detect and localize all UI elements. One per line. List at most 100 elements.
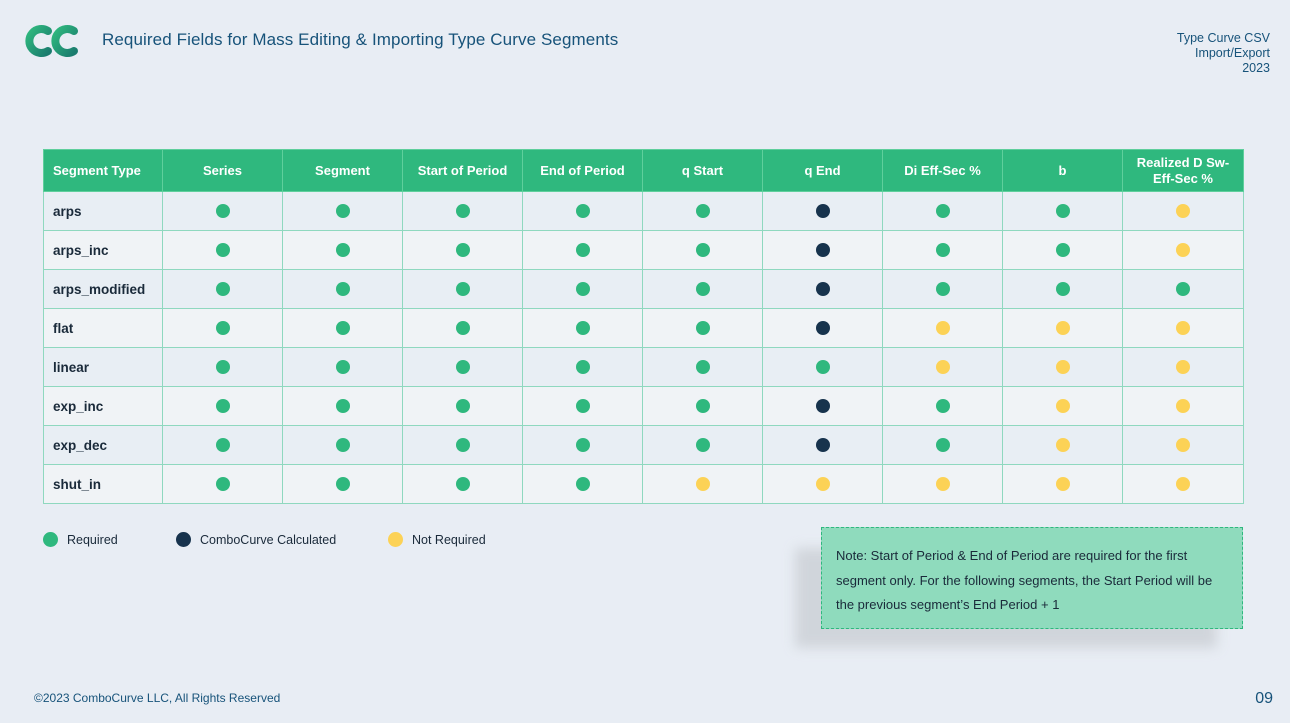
status-cell	[282, 425, 403, 465]
status-cell	[1122, 464, 1244, 504]
status-cell	[282, 230, 403, 270]
status-cell	[642, 425, 763, 465]
required-dot-icon	[215, 398, 230, 413]
status-cell	[1002, 386, 1123, 426]
column-header: Segment	[282, 149, 403, 192]
required-dot-icon	[335, 281, 350, 296]
not-required-dot-icon	[388, 532, 403, 547]
status-cell	[762, 191, 883, 231]
status-cell	[882, 386, 1003, 426]
status-cell	[642, 386, 763, 426]
status-cell	[642, 191, 763, 231]
required-dot-icon	[215, 203, 230, 218]
required-dot-icon	[575, 437, 590, 452]
required-dot-icon	[575, 359, 590, 374]
column-header: Di Eff-Sec %	[882, 149, 1003, 192]
calculated-dot-icon	[815, 281, 830, 296]
segment-type-cell: exp_dec	[43, 425, 163, 465]
status-cell	[162, 191, 283, 231]
status-cell	[1002, 269, 1123, 309]
segment-type-cell: shut_in	[43, 464, 163, 504]
status-cell	[522, 191, 643, 231]
status-cell	[882, 230, 1003, 270]
status-cell	[522, 308, 643, 348]
calculated-dot-icon	[815, 398, 830, 413]
status-cell	[282, 191, 403, 231]
required-dot-icon	[215, 437, 230, 452]
column-header: b	[1002, 149, 1123, 192]
status-cell	[402, 269, 523, 309]
document-tag-line: Import/Export	[1194, 46, 1270, 60]
required-dot-icon	[455, 242, 470, 257]
required-dot-icon	[695, 281, 710, 296]
required-dot-icon	[455, 476, 470, 491]
status-cell	[882, 191, 1003, 231]
status-cell	[522, 386, 643, 426]
required-dot-icon	[1055, 203, 1070, 218]
required-dot-icon	[335, 242, 350, 257]
status-cell	[762, 269, 883, 309]
not-required-dot-icon	[1176, 398, 1190, 413]
required-dot-icon	[455, 281, 470, 296]
required-dot-icon	[695, 320, 710, 335]
status-cell	[402, 308, 523, 348]
status-cell	[522, 347, 643, 387]
status-cell	[1122, 230, 1244, 270]
calculated-dot-icon	[815, 320, 830, 335]
document-tag: Type Curve CSV Import/Export 2023	[1177, 31, 1270, 76]
status-cell	[522, 425, 643, 465]
status-cell	[1122, 386, 1244, 426]
status-cell	[402, 230, 523, 270]
legend-label: ComboCurve Calculated	[200, 532, 337, 547]
calculated-dot-icon	[815, 437, 830, 452]
status-cell	[162, 464, 283, 504]
status-cell	[522, 464, 643, 504]
status-cell	[882, 464, 1003, 504]
status-cell	[1122, 425, 1244, 465]
status-cell	[282, 386, 403, 426]
table-row: exp_dec	[43, 425, 1244, 465]
required-dot-icon	[455, 320, 470, 335]
status-cell	[762, 230, 883, 270]
calculated-dot-icon	[176, 532, 191, 547]
column-header: End of Period	[522, 149, 643, 192]
segment-type-cell: arps	[43, 191, 163, 231]
required-dot-icon	[455, 359, 470, 374]
table-row: flat	[43, 308, 1244, 348]
status-cell	[762, 464, 883, 504]
legend-label: Required	[67, 532, 118, 547]
not-required-dot-icon	[815, 476, 830, 491]
status-cell	[162, 308, 283, 348]
combocurve-logo	[25, 25, 78, 57]
required-dot-icon	[575, 398, 590, 413]
required-dot-icon	[575, 320, 590, 335]
required-dot-icon	[695, 398, 710, 413]
required-dot-icon	[335, 476, 350, 491]
status-cell	[762, 386, 883, 426]
column-header: Realized D Sw-Eff-Sec %	[1122, 149, 1244, 192]
required-dot-icon	[335, 203, 350, 218]
status-cell	[162, 425, 283, 465]
status-cell	[162, 230, 283, 270]
required-dot-icon	[695, 242, 710, 257]
document-tag-line: Type Curve CSV	[1176, 31, 1270, 45]
status-cell	[1122, 347, 1244, 387]
status-cell	[882, 425, 1003, 465]
note-box: Note: Start of Period & End of Period ar…	[821, 527, 1243, 629]
not-required-dot-icon	[935, 476, 950, 491]
required-dot-icon	[575, 203, 590, 218]
not-required-dot-icon	[935, 320, 950, 335]
required-dot-icon	[215, 359, 230, 374]
segment-type-cell: flat	[43, 308, 163, 348]
column-header: Start of Period	[402, 149, 523, 192]
required-dot-icon	[335, 320, 350, 335]
required-dot-icon	[575, 281, 590, 296]
status-cell	[282, 269, 403, 309]
not-required-dot-icon	[1055, 476, 1070, 491]
status-cell	[282, 464, 403, 504]
legend-item-required: Required	[43, 532, 176, 547]
status-cell	[522, 230, 643, 270]
table-row: arps_inc	[43, 230, 1244, 270]
status-cell	[762, 347, 883, 387]
status-cell	[282, 308, 403, 348]
